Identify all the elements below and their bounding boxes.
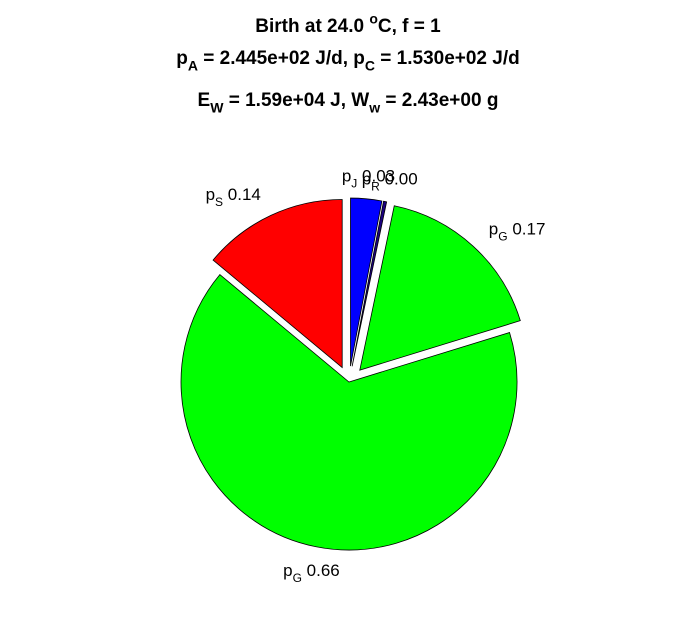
slice-category: pS​ — [206, 185, 223, 209]
chart-title: pA​ = 2.445e+02 J/d, pC​ = 1.530e+02 J/d — [176, 48, 519, 74]
pie-slice — [212, 199, 343, 369]
pie-slice — [350, 197, 383, 367]
slice-category: pJ​ — [342, 166, 357, 190]
slice-category: pG​ — [489, 220, 508, 244]
slice-label: pG​ 0.66 — [283, 561, 340, 585]
slice-category: pR​ — [362, 170, 380, 194]
slice-value: 0.14 — [228, 185, 261, 204]
slice-label: pG​ 0.17 — [489, 220, 546, 244]
chart-title: EW​ = 1.59e+04 J, Ww​ = 2.43e+00 g — [198, 90, 499, 116]
chart-title: Birth at 24.0 o​C, f = 1 — [255, 10, 441, 37]
slice-label: pJ​ 0.03 — [342, 166, 395, 190]
slice-category: pG​ — [283, 561, 302, 585]
slice-label: pR​ 0.00 — [362, 170, 418, 194]
slice-label: pS​ 0.14 — [206, 185, 261, 209]
slice-value: 0.66 — [307, 561, 340, 580]
pie-slice — [180, 274, 518, 551]
slice-value: 0.03 — [362, 166, 395, 185]
pie-slice — [359, 205, 521, 371]
pie-slice — [351, 200, 388, 367]
slice-value: 0.17 — [512, 220, 545, 239]
slice-value: 0.00 — [385, 170, 418, 189]
